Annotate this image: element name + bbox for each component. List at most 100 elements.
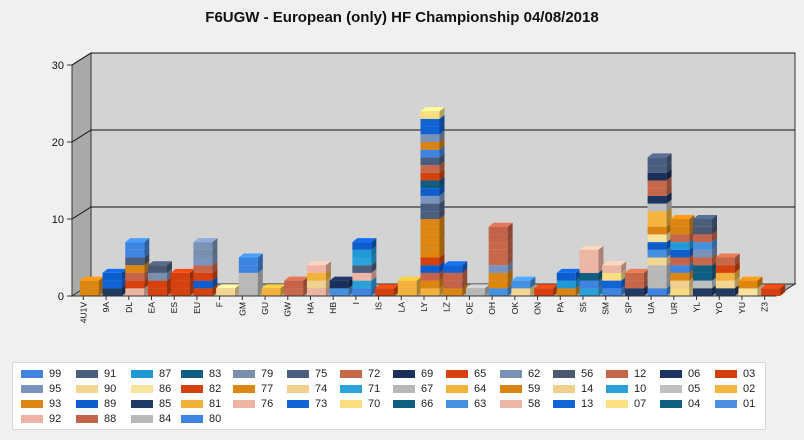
bar-segment-front [511, 288, 531, 296]
bar-top [102, 268, 127, 273]
bar-segment [352, 245, 377, 258]
legend-swatch [393, 370, 415, 378]
bar-segment-front [420, 195, 440, 204]
bar-segment [193, 276, 218, 289]
bar-segment-side [689, 215, 695, 227]
x-tick-label: YL [692, 302, 702, 313]
bar-segment [238, 253, 263, 266]
bar-segment-side [212, 268, 218, 281]
bar-segment-front [556, 272, 576, 281]
x-tick-label: HA [305, 302, 315, 314]
y-axis: 0 10 20 30 [52, 60, 73, 303]
bar-segment-front [193, 280, 213, 289]
bar-segment-side [371, 276, 377, 289]
legend-label: 64 [474, 383, 487, 395]
legend-swatch [606, 370, 628, 378]
bar-segment [443, 261, 468, 273]
bar-segment-front [170, 272, 190, 281]
bar-segment-side [666, 184, 672, 196]
bar-segment [147, 261, 172, 273]
legend-swatch [500, 400, 522, 408]
bar-segment-front [670, 226, 690, 235]
bar-segment [579, 253, 604, 266]
bar-segment-front [420, 149, 440, 158]
bar-segment-side [712, 238, 718, 250]
legend-swatch [660, 400, 682, 408]
bar-segment-side [439, 199, 445, 212]
bar-segment-front [443, 288, 463, 296]
x-tick-label: YU [737, 302, 747, 314]
bar-segment-front [216, 288, 236, 296]
x-tick-label: S5 [578, 302, 588, 313]
legend-swatch [660, 370, 682, 378]
bar-segment-side [598, 253, 604, 266]
bar-segment-front [102, 280, 122, 289]
legend-swatch [233, 400, 255, 408]
bar-segment [193, 245, 218, 258]
legend-label: 72 [368, 368, 381, 380]
bar-segment-side [712, 215, 718, 227]
bar-segment-front [193, 265, 213, 273]
bar-segment [693, 215, 718, 227]
legend-label: 91 [104, 368, 117, 380]
bar-top [624, 268, 649, 273]
bar-top [443, 261, 468, 266]
x-tick-label: GU [260, 302, 270, 315]
bar-PA [556, 268, 581, 296]
bar-segment [647, 176, 672, 189]
legend-swatch [181, 370, 203, 378]
bar-segment-front [624, 280, 644, 289]
bar-top [238, 253, 263, 258]
bar-segment-side [371, 284, 377, 296]
bar-segment [738, 276, 763, 289]
bar-top [488, 222, 513, 227]
legend-swatch [553, 385, 575, 393]
bar-segment-front [624, 272, 644, 281]
legend-label: 70 [368, 398, 381, 410]
bar-segment [193, 261, 218, 273]
x-tick-label: YO [714, 302, 724, 315]
bar-OE [465, 284, 490, 296]
bar-segment-front [125, 265, 145, 273]
y-tick-label: 20 [52, 137, 64, 149]
bar-segment [420, 207, 445, 219]
bar-segment-front [488, 234, 508, 243]
bar-S5 [579, 245, 604, 296]
legend-label: 06 [688, 368, 701, 380]
bar-segment-front [125, 257, 145, 266]
bar-segment-side [439, 184, 445, 196]
bar-segment-front [306, 280, 326, 289]
bar-segment-front [579, 257, 599, 266]
bar-segment-side [621, 261, 627, 273]
chart-gridlines [71, 52, 795, 220]
bar-segment-side [712, 245, 718, 258]
bar-segment-side [257, 284, 263, 296]
bar-segment [693, 238, 718, 250]
bar-GU [261, 284, 286, 296]
bar-segment-side [439, 222, 445, 235]
bar-segment [193, 268, 218, 281]
bar-segment-front [306, 288, 326, 296]
bar-segment-side [507, 245, 513, 258]
bar-segment-front [306, 265, 326, 273]
bar-segment-front [147, 265, 167, 273]
bar-segment-side [507, 222, 513, 235]
side-wall [71, 52, 92, 297]
bar-segment [602, 261, 627, 273]
bar-segment [420, 261, 445, 273]
bar-segment-front [420, 118, 440, 127]
x-tick-label: ES [169, 302, 179, 314]
bar-segment-front [761, 288, 781, 296]
bar-segment-front [284, 288, 304, 296]
legend-swatch [287, 400, 309, 408]
bar-segment [147, 268, 172, 281]
bar-top [216, 284, 241, 289]
x-tick-label: LA [396, 302, 406, 313]
bar-segment [488, 253, 513, 266]
bar-segment-front [647, 172, 667, 181]
bar-segment-side [439, 153, 445, 166]
bar-segment-front [647, 265, 667, 273]
legend-swatch [233, 385, 255, 393]
bar-segment-front [647, 180, 667, 189]
bar-segment-front [647, 234, 667, 243]
